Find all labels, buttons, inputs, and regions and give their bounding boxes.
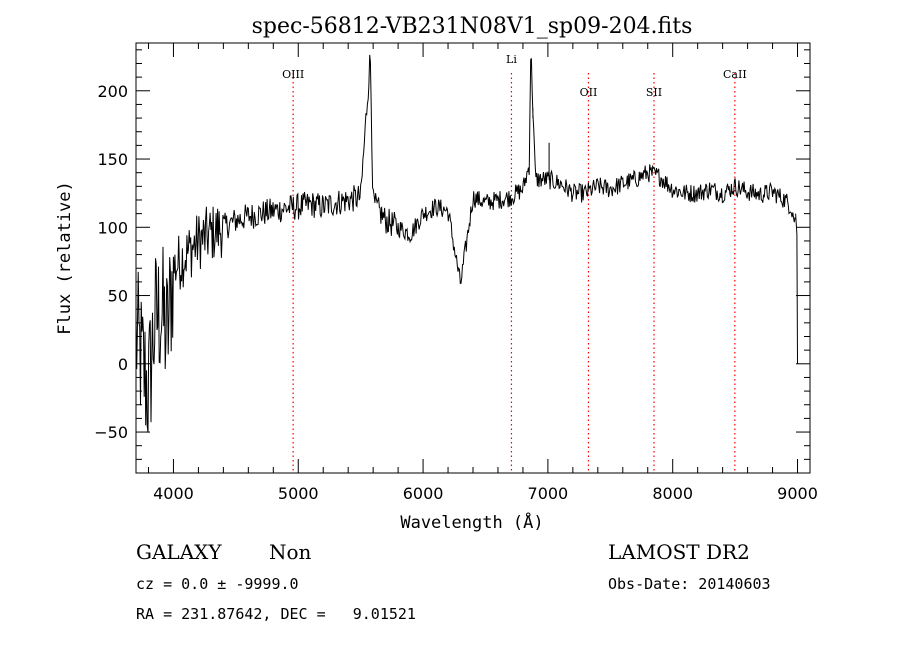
emission-line-label: SII bbox=[646, 86, 662, 99]
x-tick-label: 7000 bbox=[528, 484, 569, 503]
y-tick-label: 50 bbox=[108, 287, 128, 306]
survey-name: LAMOST DR2 bbox=[608, 540, 750, 564]
x-axis-label: Wavelength (Å) bbox=[400, 511, 543, 533]
observation-date: Obs-Date: 20140603 bbox=[608, 575, 771, 593]
y-tick-label: 150 bbox=[97, 150, 128, 169]
object-subclass: Non bbox=[269, 540, 312, 564]
x-tick-label: 5000 bbox=[278, 484, 319, 503]
emission-line-label: OIII bbox=[282, 68, 304, 81]
spectrum-line bbox=[135, 54, 798, 433]
emission-line-label: Li bbox=[506, 53, 517, 66]
y-tick-label: 100 bbox=[97, 218, 128, 237]
axis-ticks: 4000 5000 6000 7000 8000 9000 −50 0 50 100 150 200 bbox=[94, 43, 818, 503]
x-tick-label: 9000 bbox=[777, 484, 818, 503]
chart-title: spec-56812-VB231N08V1_sp09-204.fits bbox=[252, 14, 693, 39]
x-tick-label: 8000 bbox=[652, 484, 693, 503]
y-tick-label: −50 bbox=[94, 423, 128, 442]
y-axis-label: Flux (relative) bbox=[55, 181, 75, 335]
redshift-info: cz = 0.0 ± -9999.0 bbox=[136, 575, 299, 593]
emission-line-label: OII bbox=[580, 86, 598, 99]
plot-frame bbox=[135, 42, 811, 474]
x-tick-label: 6000 bbox=[403, 484, 444, 503]
ra-dec-info: RA = 231.87642, DEC = 9.01521 bbox=[136, 605, 416, 623]
object-class: GALAXY bbox=[136, 540, 222, 564]
y-tick-label: 0 bbox=[118, 355, 128, 374]
x-tick-label: 4000 bbox=[153, 484, 194, 503]
emission-line-label: CaII bbox=[723, 68, 747, 81]
emission-line-markers: OIII Li OII SII CaII bbox=[282, 53, 747, 473]
y-tick-label: 200 bbox=[97, 82, 128, 101]
